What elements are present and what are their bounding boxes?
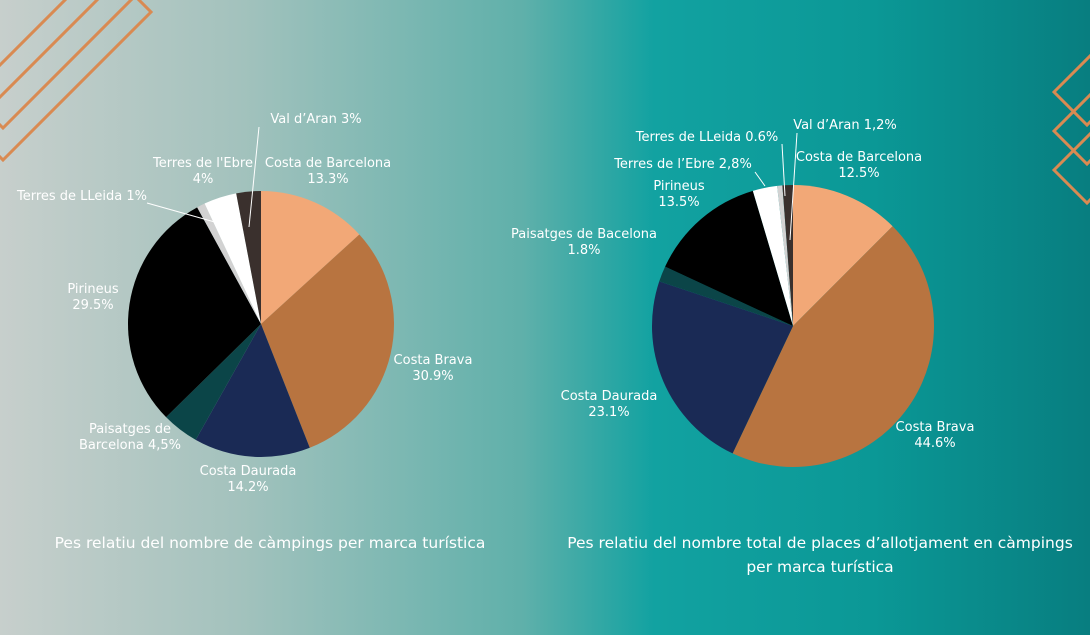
pie1-label-terres-de-l-ebre: Terres de l'Ebre 4%: [152, 156, 253, 187]
pie2-label-paisatges-de-barcelona: Paisatges de Bacelona 1.8%: [511, 227, 657, 258]
pie1-slice-costa-daurada: [195, 324, 310, 457]
pie2-leader-terres-de-lleida: [781, 143, 786, 197]
pie2-label-val-d-aran: Val d’Aran 1,2%: [793, 118, 897, 133]
pie1-label-costa-de-barcelona: Costa de Barcelona 13.3%: [265, 156, 391, 187]
pie2-leader-val-d-aran: [789, 132, 798, 241]
pie1-slice-val-d-aran: [236, 191, 261, 324]
pie1-label-paisatges-de-barcelona: Paisatges de Barcelona 4,5%: [79, 422, 181, 453]
pie2-label-pirineus: Pirineus 13.5%: [653, 179, 705, 210]
pie2-slice-val-d-aran: [782, 185, 793, 326]
pie1-label-val-d-aran: Val d’Aran 3%: [270, 112, 361, 127]
pie2-slice-terres-de-lleida: [777, 185, 793, 326]
pie1-label-costa-brava: Costa Brava 30.9%: [394, 353, 473, 384]
pie2-label-costa-brava: Costa Brava 44.6%: [896, 420, 975, 451]
pie2-label-terres-de-lleida: Terres de LLeida 0.6%: [635, 130, 778, 145]
pie2-slice-paisatges-de-barcelona: [659, 266, 793, 326]
pie1-slice-paisatges-de-barcelona: [166, 324, 261, 440]
pie2-label-costa-daurada: Costa Daurada 23.1%: [561, 389, 658, 420]
chart-1-caption: Pes relatiu del nombre de càmpings per m…: [54, 534, 486, 552]
pie1-slice-costa-brava: [261, 234, 394, 448]
pie2-slice-costa-brava: [732, 226, 934, 468]
deco-diamond-5: [1051, 131, 1090, 206]
pie2-slice-costa-de-barcelona: [793, 185, 893, 326]
pie1-label-costa-daurada: Costa Daurada 14.2%: [200, 464, 297, 495]
pie1-slice-terres-de-l-ebre: [204, 193, 261, 324]
pie1-slice-terres-de-lleida: [197, 203, 261, 324]
pie1-slice-pirineus: [127, 207, 261, 418]
deco-diamond-3: [1051, 53, 1090, 128]
pie2-label-terres-de-l-ebre: Terres de l’Ebre 2,8%: [613, 157, 752, 172]
deco-diamond-2: [0, 0, 154, 163]
pie2-slice-pirineus: [665, 190, 793, 326]
pie2-leader-terres-de-l-ebre: [754, 171, 766, 187]
chart-2-caption: Pes relatiu del nombre total de places d…: [567, 534, 1073, 576]
pie1-leader-terres-de-lleida: [146, 202, 237, 229]
pie1-slice-costa-de-barcelona: [261, 191, 360, 324]
pie1-label-pirineus: Pirineus 29.5%: [67, 282, 119, 313]
pie1-leader-val-d-aran: [248, 126, 260, 228]
pie2-label-costa-de-barcelona: Costa de Barcelona 12.5%: [796, 150, 922, 181]
pie1-label-terres-de-lleida: Terres de LLeida 1%: [16, 189, 147, 204]
pie2-slice-terres-de-l-ebre: [752, 185, 793, 326]
deco-diamond-4: [1051, 92, 1090, 167]
pie2-slice-costa-daurada: [651, 281, 793, 454]
deco-diamond-1: [0, 0, 134, 131]
